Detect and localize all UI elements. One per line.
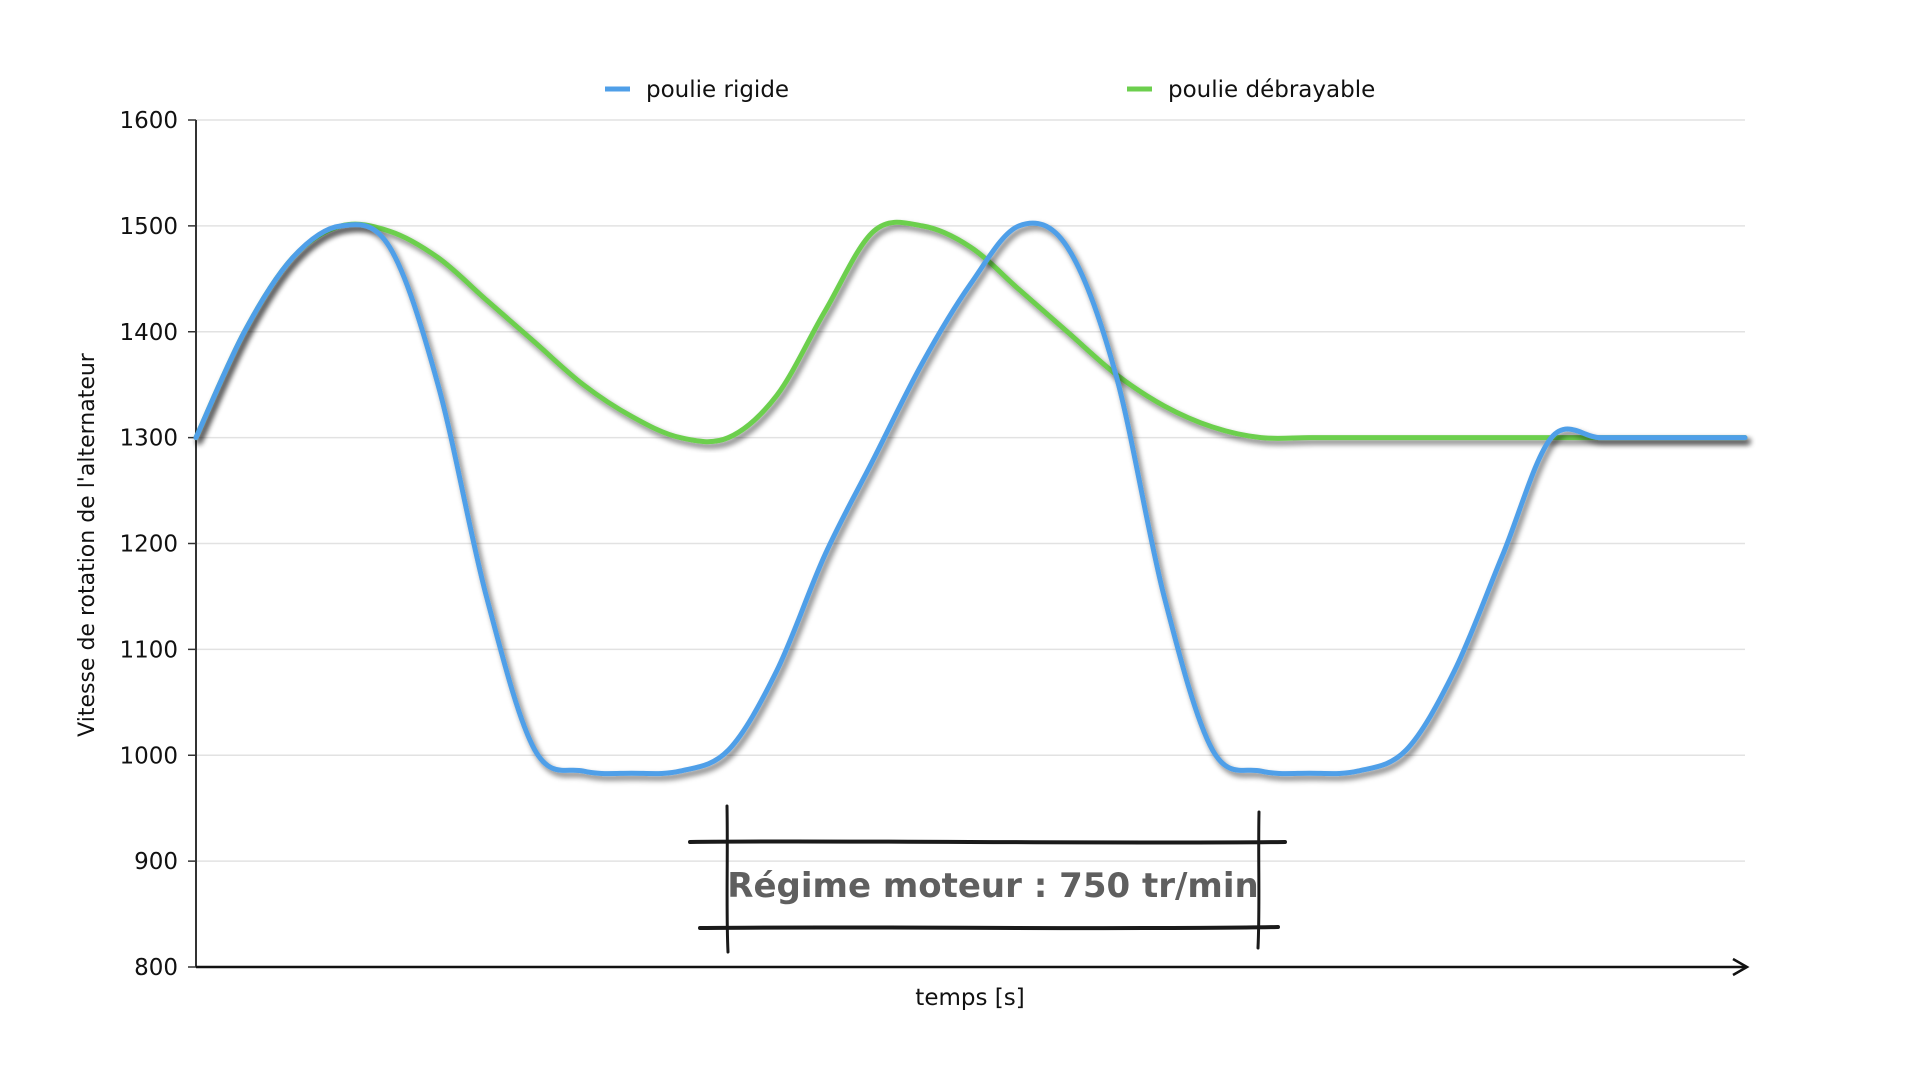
annotation-text: Régime moteur : 750 tr/min [727,866,1258,906]
y-axis-label: Vitesse de rotation de l'alternateur [75,352,100,737]
y-axis-ticks: 800 900 1000 1100 1200 1300 1400 1500 1600 [119,108,196,981]
y-tick-label: 1500 [119,214,178,240]
banner-right-stroke [1256,810,1261,950]
y-tick-label: 1300 [119,426,178,452]
y-tick-label: 1600 [119,108,178,134]
legend: poulie rigide poulie débrayable [605,77,1375,103]
series-line-poulie-rigide [193,220,1748,777]
series-layer [193,219,1748,777]
x-axis-label: temps [s] [915,985,1024,1011]
banner-bottom-stroke [698,925,1280,931]
legend-label-poulie-debrayable: poulie débrayable [1168,77,1375,103]
banner-left-stroke [725,804,730,954]
annotation-banner: Régime moteur : 750 tr/min [688,804,1287,954]
series-line-poulie-debrayable [193,219,1748,445]
banner-top-stroke [688,839,1287,845]
y-tick-label: 1100 [119,637,178,663]
y-tick-label: 800 [134,955,178,981]
y-tick-label: 1200 [119,532,178,558]
gridlines [196,119,1745,862]
y-tick-label: 1400 [119,320,178,346]
y-tick-label: 900 [134,849,178,875]
legend-label-poulie-rigide: poulie rigide [646,77,789,103]
y-tick-label: 1000 [119,743,178,769]
x-axis-arrow-icon [1732,957,1750,977]
